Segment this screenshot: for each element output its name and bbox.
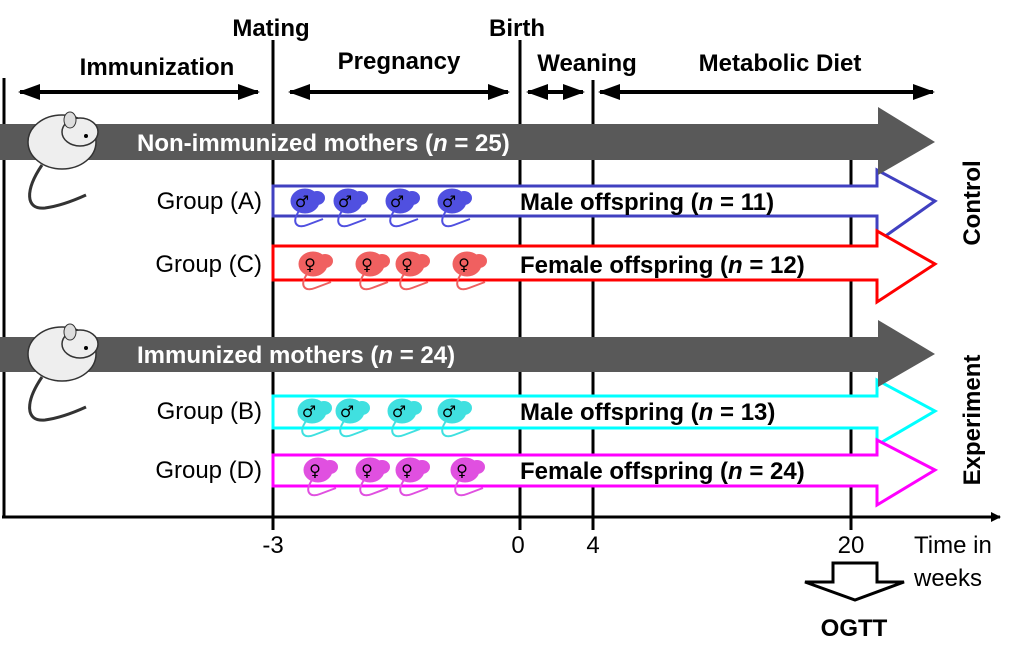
svg-text:♂: ♂ [295, 192, 309, 211]
immunization-label: Immunization [80, 54, 235, 81]
svg-text:♂: ♂ [442, 402, 456, 421]
pregnancy-label: Pregnancy [338, 48, 461, 75]
experiment-label: Experiment [959, 355, 986, 486]
immunized-mothers-label: Immunized mothers (n = 24) [137, 342, 455, 369]
offspring-group-arrow [271, 377, 939, 448]
female-mouse-icon: ♀ [355, 251, 390, 291]
svg-text:♀: ♀ [304, 255, 316, 274]
ogtt-down-arrow [804, 561, 905, 602]
svg-text:♂: ♂ [340, 402, 354, 421]
svg-text:♀: ♀ [361, 255, 373, 274]
offspring-group-arrow [271, 437, 939, 508]
tick-label: 0 [511, 532, 524, 559]
immunized-mothers-arrow [0, 320, 935, 387]
male-mouse-icon: ♂ [437, 188, 472, 228]
svg-text:♂: ♂ [390, 192, 404, 211]
svg-text:♀: ♀ [361, 461, 373, 480]
male-mouse-icon: ♂ [290, 188, 325, 228]
svg-text:♀: ♀ [456, 461, 468, 480]
svg-text:♀: ♀ [401, 461, 413, 480]
group-label: Group (C) [155, 251, 262, 278]
offspring-label: Female offspring (n = 12) [520, 252, 805, 279]
group-label: Group (B) [157, 398, 262, 425]
svg-text:♀: ♀ [309, 461, 321, 480]
offspring-group-arrow [271, 228, 938, 305]
male-mouse-icon: ♂ [333, 188, 368, 228]
svg-text:♂: ♂ [338, 192, 352, 211]
group-label: Group (A) [157, 188, 262, 215]
svg-text:♂: ♂ [302, 402, 316, 421]
svg-text:♀: ♀ [458, 255, 470, 274]
svg-text:♂: ♂ [442, 192, 456, 211]
group-label: Group (D) [155, 457, 262, 484]
control-label: Control [959, 160, 986, 245]
tick-label: 4 [586, 532, 599, 559]
svg-text:♀: ♀ [401, 255, 413, 274]
female-mouse-icon: ♀ [395, 251, 430, 291]
mother-mouse-icon [27, 323, 99, 422]
male-mouse-icon: ♂ [437, 398, 472, 438]
female-mouse-icon: ♀ [298, 251, 333, 291]
axis-label: Time in [914, 532, 992, 559]
tick-label: 20 [838, 532, 865, 559]
metabolic-diet-label: Metabolic Diet [699, 50, 862, 77]
male-mouse-icon: ♂ [387, 398, 422, 438]
female-mouse-icon: ♀ [303, 457, 338, 497]
offspring-label: Male offspring (n = 11) [520, 189, 774, 216]
female-mouse-icon: ♀ [355, 457, 390, 497]
mother-mouse-icon [27, 111, 99, 210]
female-mouse-icon: ♀ [395, 457, 430, 497]
male-mouse-icon: ♂ [297, 398, 332, 438]
non-immunized-mothers-arrow [0, 107, 935, 175]
mating-label: Mating [232, 15, 309, 42]
female-mouse-icon: ♀ [450, 457, 485, 497]
male-mouse-icon: ♂ [385, 188, 420, 228]
ogtt-label: OGTT [821, 615, 888, 642]
axis-label: weeks [913, 565, 982, 592]
weaning-label: Weaning [537, 50, 637, 77]
offspring-group-arrow [271, 167, 938, 245]
birth-label: Birth [489, 15, 545, 42]
offspring-label: Female offspring (n = 24) [520, 458, 805, 485]
svg-text:♂: ♂ [392, 402, 406, 421]
female-mouse-icon: ♀ [452, 251, 487, 291]
non-immunized-mothers-label: Non-immunized mothers (n = 25) [137, 130, 510, 157]
male-mouse-icon: ♂ [335, 398, 370, 438]
offspring-label: Male offspring (n = 13) [520, 399, 775, 426]
tick-label: -3 [262, 532, 283, 559]
